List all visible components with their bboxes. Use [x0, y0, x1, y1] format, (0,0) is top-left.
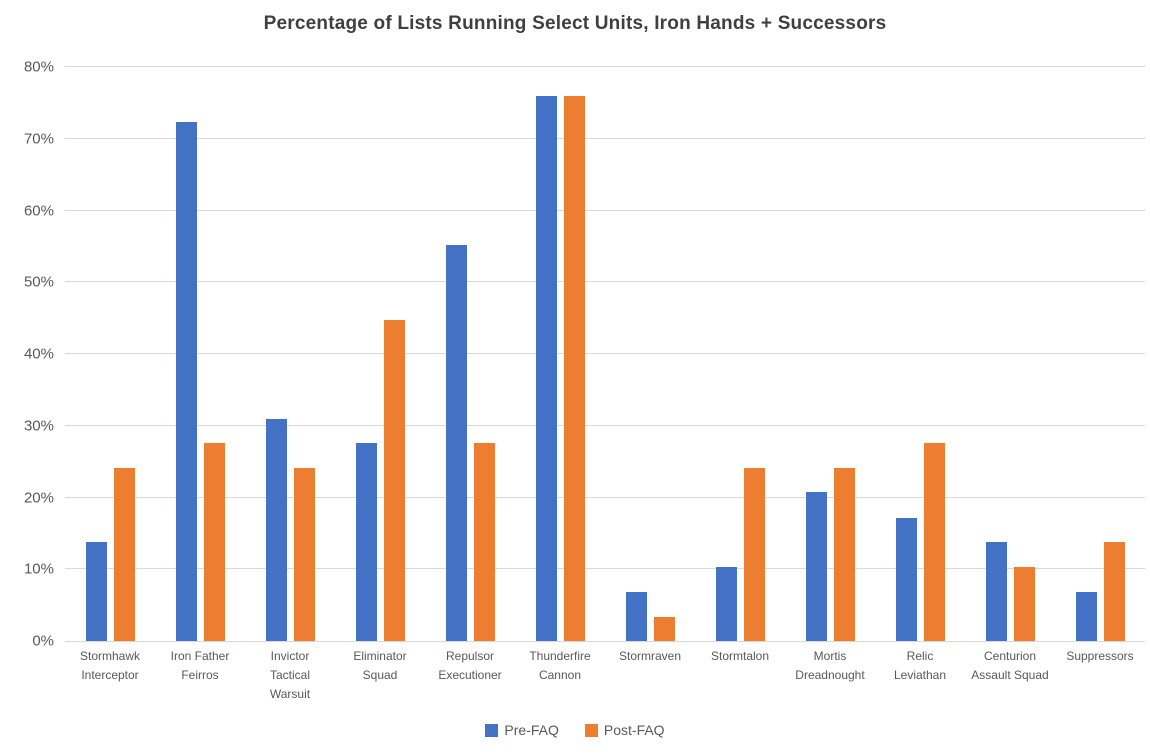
bar-group — [1055, 67, 1145, 641]
bar-group — [155, 67, 245, 641]
y-tick-label: 70% — [23, 130, 54, 148]
bar-pre-faq — [895, 517, 917, 641]
y-tick-label: 30% — [23, 417, 54, 435]
chart-title: Percentage of Lists Running Select Units… — [263, 13, 887, 34]
bar-group — [335, 67, 425, 641]
bar-pre-faq — [175, 121, 197, 641]
plot-area — [65, 66, 1145, 642]
bar-pre-faq — [625, 591, 647, 641]
gridline — [65, 424, 1145, 426]
bar-group — [875, 67, 965, 641]
gridline — [65, 281, 1145, 283]
legend-item-post-faq: Post-FAQ — [584, 722, 665, 738]
bar-group — [65, 67, 155, 641]
bar-post-faq — [473, 442, 495, 641]
legend-label-pre-faq: Pre-FAQ — [504, 722, 559, 738]
bar-pre-faq — [85, 542, 107, 641]
legend-label-post-faq: Post-FAQ — [603, 722, 665, 738]
y-tick-label: 50% — [23, 273, 54, 291]
x-category-label: Iron Father Feirros — [170, 649, 230, 682]
bar-pre-faq — [445, 244, 467, 641]
y-tick-label: 80% — [23, 58, 54, 76]
post-faq-swatch — [584, 723, 598, 737]
bar-group — [605, 67, 695, 641]
bar-pre-faq — [265, 418, 287, 641]
legend-item-pre-faq: Pre-FAQ — [485, 722, 559, 738]
y-tick-label: 60% — [23, 202, 54, 219]
bar-post-faq — [923, 442, 945, 641]
bar-post-faq — [743, 468, 765, 641]
legend: Pre-FAQ Post-FAQ — [0, 722, 1150, 738]
x-category-label: Centurion Assault Squad — [971, 649, 1049, 682]
gridline — [65, 209, 1145, 211]
bar-groups — [65, 67, 1145, 641]
bar-group — [785, 67, 875, 641]
y-axis: 0% 10% 20% 30% 40% 50% 60% 70% 80% — [0, 60, 56, 649]
gridline — [65, 137, 1145, 139]
y-tick-label: 40% — [23, 345, 54, 363]
bar-post-faq — [653, 616, 675, 641]
bar-group — [425, 67, 515, 641]
x-category-label: Stormtalon — [710, 649, 770, 663]
bar-pre-faq — [1075, 591, 1097, 641]
bar-post-faq — [1013, 567, 1035, 641]
gridline — [65, 66, 1145, 67]
bar-pre-faq — [985, 542, 1007, 641]
bar-pre-faq — [715, 567, 737, 641]
bar-post-faq — [113, 468, 135, 641]
bar-group — [695, 67, 785, 641]
x-category-label: Relic Leviathan — [893, 649, 947, 682]
bar-post-faq — [1103, 542, 1125, 641]
y-tick-label: 20% — [23, 489, 54, 506]
x-category-label: Invictor Tactical Warsuit — [269, 649, 311, 701]
bar-post-faq — [563, 96, 585, 641]
x-category-label: Mortis Dreadnought — [795, 649, 865, 682]
bar-group — [515, 67, 605, 641]
bar-post-faq — [383, 319, 405, 641]
bar-pre-faq — [805, 492, 827, 641]
x-category-label: Stormraven — [618, 649, 682, 663]
gridline — [65, 353, 1145, 354]
x-category-label: Repulsor Executioner — [438, 649, 502, 682]
bar-post-faq — [203, 442, 225, 641]
bar-post-faq — [833, 468, 855, 641]
x-category-label: Suppressors — [1066, 649, 1134, 663]
y-tick-label: 0% — [32, 632, 54, 650]
x-category-label: Stormhawk Interceptor — [79, 649, 141, 682]
bar-pre-faq — [355, 442, 377, 641]
bar-pre-faq — [535, 96, 557, 641]
gridline — [65, 568, 1145, 570]
bar-group — [245, 67, 335, 641]
x-category-label: Eliminator Squad — [353, 649, 407, 682]
x-category-label: Thunderfire Cannon — [529, 649, 591, 682]
pre-faq-swatch — [485, 723, 499, 737]
y-tick-label: 10% — [23, 560, 54, 578]
x-axis: Stormhawk Interceptor Iron Father Feirros… — [65, 647, 1145, 704]
bar-group — [965, 67, 1055, 641]
gridline — [65, 496, 1145, 498]
bar-post-faq — [293, 468, 315, 641]
